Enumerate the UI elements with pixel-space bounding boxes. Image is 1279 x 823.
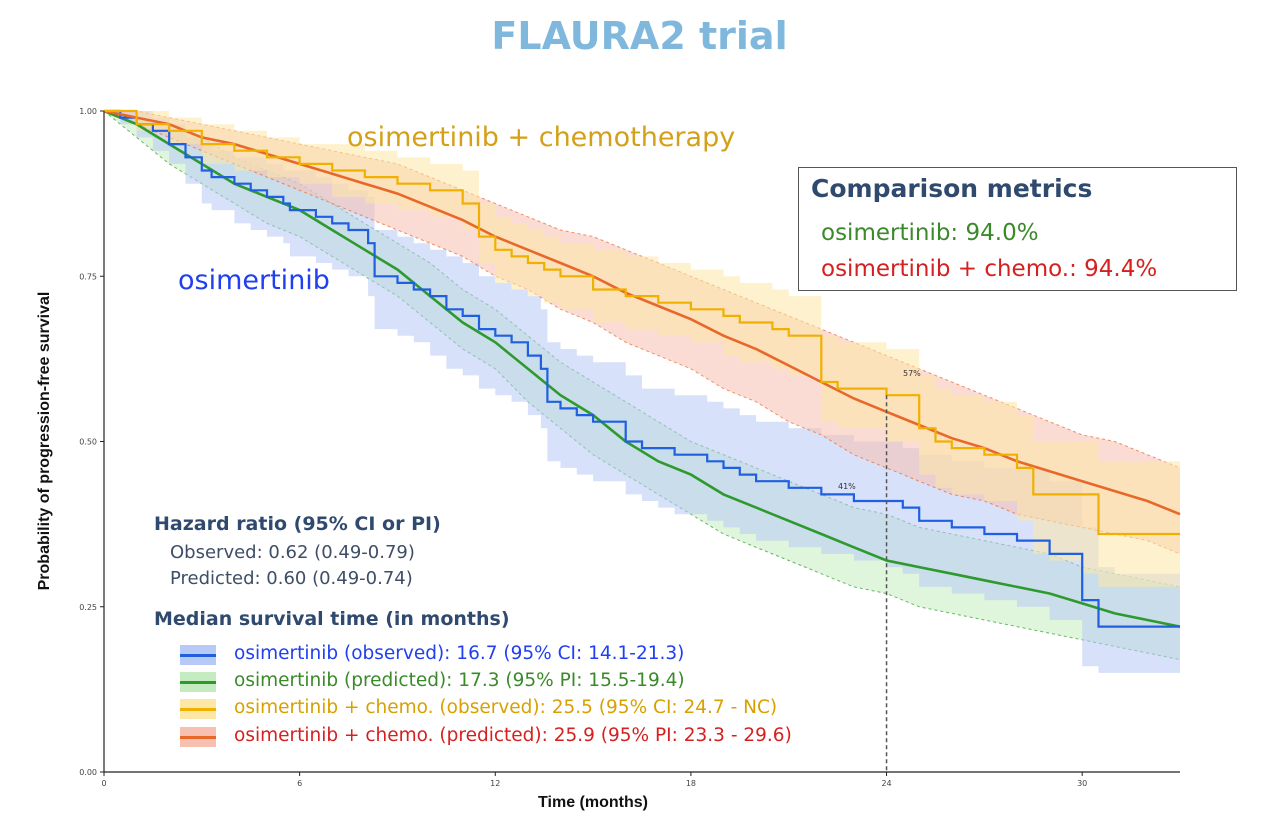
osi-curve-label: osimertinib — [178, 265, 330, 296]
legend-swatch — [180, 727, 216, 747]
hazard-predicted: Predicted: 0.60 (0.49-0.74) — [170, 568, 413, 589]
curve-0 — [104, 109, 1180, 628]
legend-text: osimertinib + chemo. (predicted): 25.9 (… — [234, 725, 792, 746]
band-0 — [104, 111, 1180, 673]
comparison-osi-chemo: osimertinib + chemo.: 94.4% — [821, 256, 1158, 282]
x-tick-label: 24 — [881, 779, 891, 788]
y-tick-label: 0.75 — [79, 272, 97, 281]
band-lower-edge-3 — [103, 110, 1181, 555]
x-tick-label: 12 — [490, 779, 500, 788]
x-tick-label: 30 — [1077, 779, 1087, 788]
y-tick-label: 0.50 — [79, 438, 97, 447]
comparison-title: Comparison metrics — [811, 174, 1093, 203]
legend-swatch — [180, 645, 216, 665]
band-3 — [104, 111, 1180, 554]
hazard-title: Hazard ratio (95% CI or PI) — [154, 513, 441, 535]
curve-2 — [104, 109, 1180, 536]
x-tick-label: 6 — [297, 779, 302, 788]
chemo-curve-label: osimertinib + chemotherapy — [347, 122, 735, 153]
annotation-41: 41% — [838, 482, 856, 491]
y-axis-label: Probability of progression-free survival — [36, 292, 53, 591]
x-tick-label: 0 — [101, 779, 106, 788]
survival-curves — [103, 109, 1181, 628]
y-tick-label: 0.00 — [79, 768, 97, 777]
legend-text: osimertinib (observed): 16.7 (95% CI: 14… — [234, 643, 685, 664]
x-tick-label: 18 — [686, 779, 696, 788]
comparison-osimertinib: osimertinib: 94.0% — [821, 220, 1039, 246]
chart-title: FLAURA2 trial — [491, 14, 788, 58]
comparison-metrics-box: Comparison metrics osimertinib: 94.0% os… — [798, 167, 1237, 291]
legend-swatch — [180, 672, 216, 692]
median-title: Median survival time (in months) — [154, 608, 510, 630]
tick-labels: 0 6 12 18 24 30 0.00 0.25 0.50 0.75 1.00 — [79, 107, 1087, 788]
legend-text: osimertinib + chemo. (observed): 25.5 (9… — [234, 697, 778, 718]
hazard-observed: Observed: 0.62 (0.49-0.79) — [170, 542, 415, 563]
legend-swatch — [180, 699, 216, 719]
annotation-57: 57% — [903, 369, 921, 378]
x-axis-label: Time (months) — [538, 794, 648, 811]
y-tick-label: 1.00 — [79, 107, 97, 116]
legend-text: osimertinib (predicted): 17.3 (95% PI: 1… — [234, 670, 685, 691]
band-2 — [104, 111, 1180, 587]
confidence-bands — [103, 110, 1181, 673]
y-tick-label: 0.25 — [79, 603, 97, 612]
